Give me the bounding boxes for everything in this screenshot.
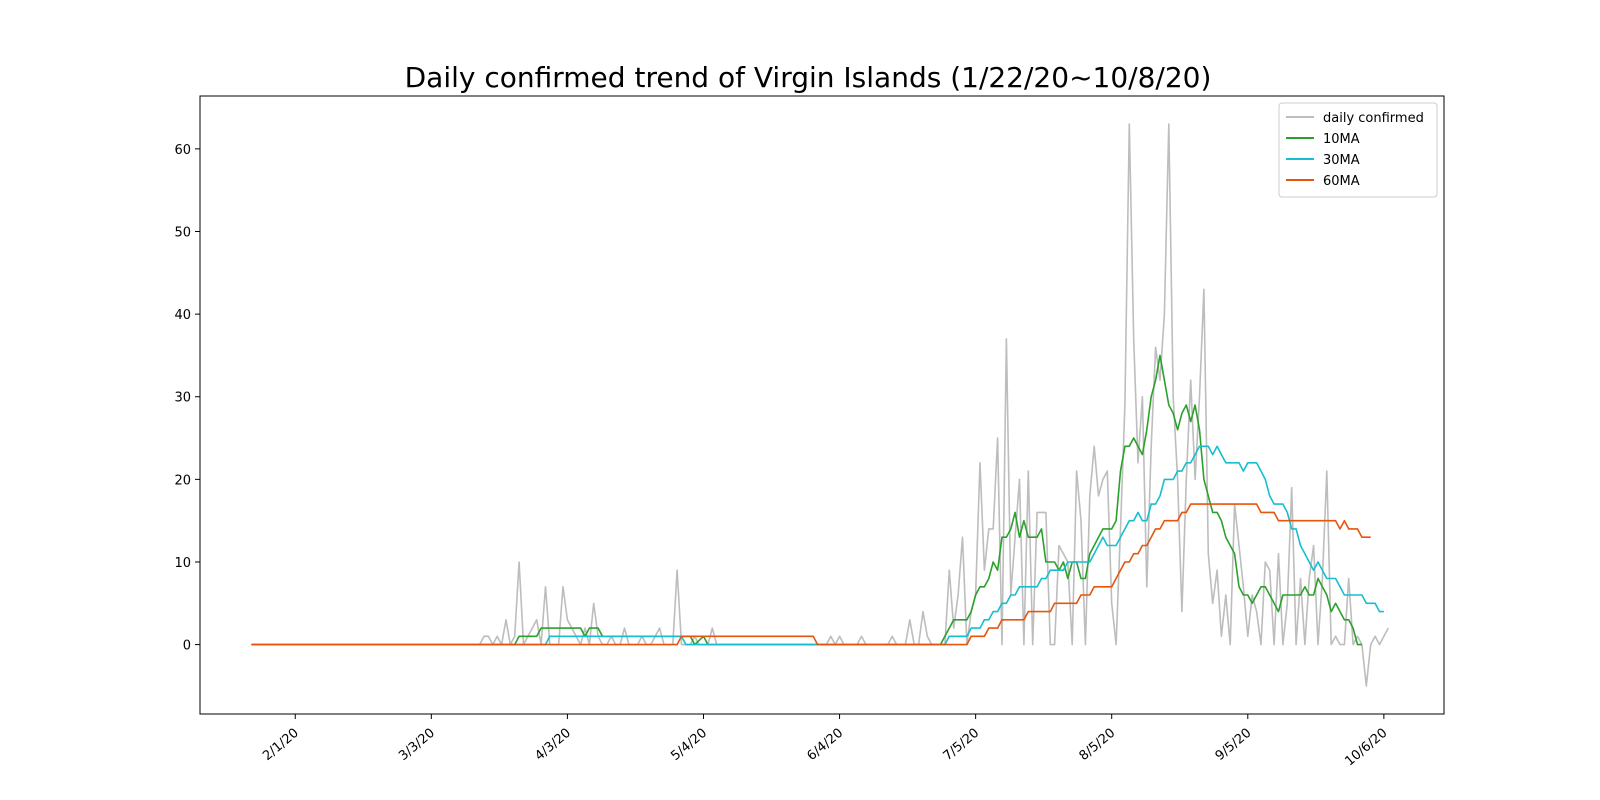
legend: daily confirmed 10MA 30MA 60MA [1278,102,1438,198]
y-tick-label: 60 [174,143,191,158]
legend-label: 30MA [1323,153,1360,168]
series-line-10ma [251,354,1362,646]
chart-title: Daily confirmed trend of Virgin Islands … [405,61,1212,94]
plot-area [199,95,1445,715]
y-tick-label: 10 [174,556,191,571]
y-tick-label: 40 [174,308,191,323]
series-line-60ma [251,503,1371,646]
plot-frame [199,95,1445,715]
legend-label: 60MA [1323,174,1360,189]
y-tick-label: 0 [183,639,191,654]
legend-box [1278,102,1438,198]
series-line-30ma [251,445,1384,646]
series-layer [251,123,1390,687]
legend-label: 10MA [1323,132,1360,147]
legend-label: daily confirmed [1323,111,1424,126]
y-tick-label: 30 [174,391,191,406]
y-axis: 0 10 20 30 40 50 60 [174,143,200,654]
y-tick-label: 50 [174,225,191,240]
y-tick-label: 20 [174,473,191,488]
